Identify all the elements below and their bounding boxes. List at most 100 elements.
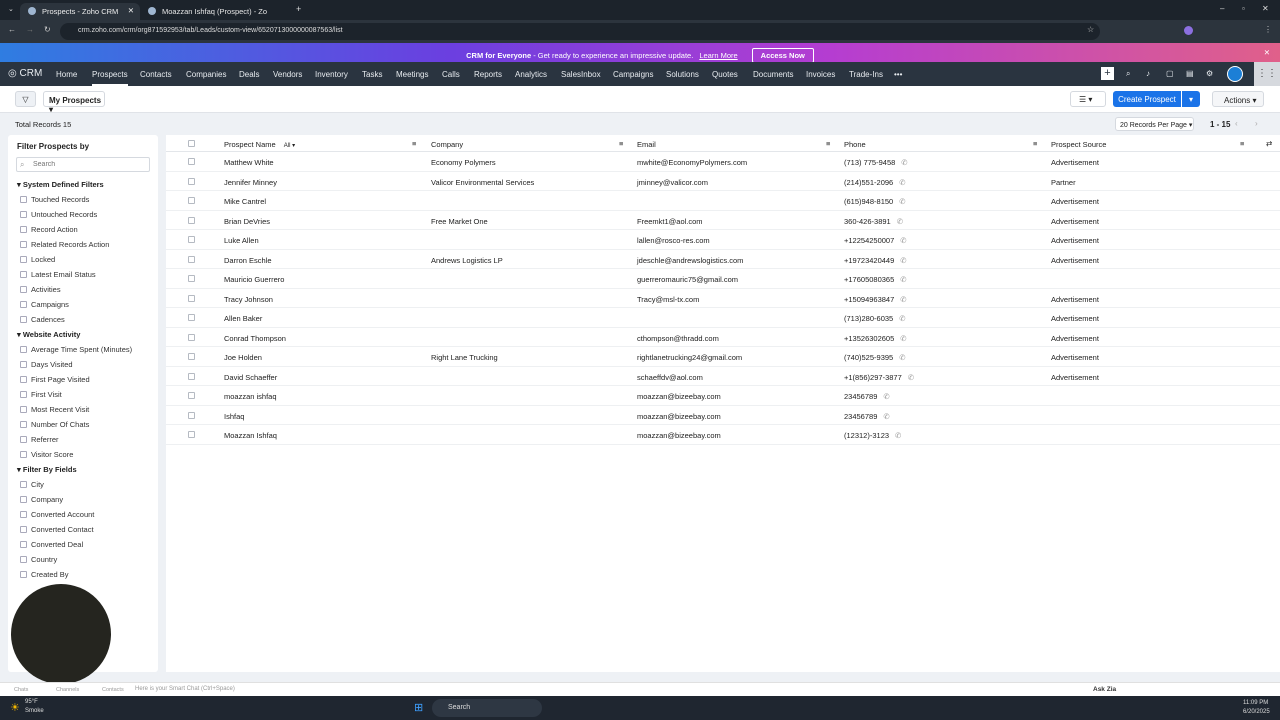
column-header-company[interactable]: Company <box>431 140 464 149</box>
filter-checkbox[interactable] <box>20 226 27 233</box>
nav-item-trade-ins[interactable]: Trade-Ins <box>849 70 883 79</box>
maximize-icon[interactable]: ▫ <box>1242 4 1245 13</box>
bookmark-star-icon[interactable]: ☆ <box>1087 25 1095 34</box>
cell-prospect-name[interactable]: Mauricio Guerrero <box>224 275 285 284</box>
calendar-icon[interactable]: ▢ <box>1166 69 1174 78</box>
cell-prospect-name[interactable]: Moazzan Ishfaq <box>224 431 277 440</box>
url-input[interactable]: crm.zoho.com/crm/org871592953/tab/Leads/… <box>60 23 1100 40</box>
nav-item-contacts[interactable]: Contacts <box>140 70 172 79</box>
windows-start-icon[interactable]: ⊞ <box>414 702 424 714</box>
forward-icon[interactable]: → <box>26 25 34 34</box>
filter-checkbox[interactable] <box>20 301 27 308</box>
filter-checkbox[interactable] <box>20 256 27 263</box>
notification-bell-icon[interactable]: ♪ <box>1146 69 1150 78</box>
prev-page-icon[interactable]: ‹ <box>1235 119 1238 128</box>
close-banner-icon[interactable]: ✕ <box>1263 48 1270 57</box>
filter-checkbox[interactable] <box>20 361 27 368</box>
filter-option[interactable]: Average Time Spent (Minutes) <box>20 345 132 354</box>
new-tab-icon[interactable]: + <box>296 4 302 14</box>
column-settings-icon[interactable]: ⇄ <box>1266 139 1273 148</box>
phone-call-icon[interactable]: ✆ <box>895 431 902 440</box>
filter-option[interactable]: Converted Account <box>20 510 94 519</box>
table-row[interactable]: Tracy Johnson Tracy@msl-tx.com +1509496384… <box>166 289 1280 308</box>
nav-item-companies[interactable]: Companies <box>186 70 227 79</box>
cell-email[interactable]: Freemkt1@aol.com <box>637 216 703 226</box>
table-row[interactable]: Joe Holden Right Lane Trucking rightlanetr… <box>166 347 1280 367</box>
create-prospect-button[interactable]: Create Prospect <box>1113 91 1181 107</box>
filter-checkbox[interactable] <box>20 211 27 218</box>
filter-option[interactable]: Record Action <box>20 225 78 234</box>
list-view-toggle-icon[interactable]: ☰ ▾ <box>1070 91 1106 107</box>
row-checkbox[interactable] <box>188 236 195 243</box>
close-tab-icon[interactable]: ✕ <box>127 6 134 15</box>
column-header-name[interactable]: Prospect Name All ▾ <box>224 140 296 149</box>
column-menu-icon[interactable]: ≡ <box>826 139 831 148</box>
filter-checkbox[interactable] <box>20 391 27 398</box>
table-row[interactable]: Mauricio Guerrero guerreromauric75@gmail.… <box>166 269 1280 289</box>
filter-checkbox[interactable] <box>20 571 27 578</box>
quick-create-icon[interactable]: + <box>1101 67 1114 80</box>
cell-prospect-name[interactable]: Ishfaq <box>224 411 245 421</box>
browser-tab-prospects[interactable]: Prospects - Zoho CRM ✕ <box>20 3 140 20</box>
cell-prospect-name[interactable]: Brian DeVries <box>224 216 270 226</box>
cell-company[interactable]: Right Lane Trucking <box>431 353 498 362</box>
chats-button[interactable]: Chats <box>14 687 29 693</box>
filter-checkbox[interactable] <box>20 286 27 293</box>
row-checkbox[interactable] <box>188 314 195 321</box>
table-row[interactable]: David Schaeffer schaeffdv@aol.com +1(856)2… <box>166 367 1280 386</box>
phone-call-icon[interactable]: ✆ <box>883 392 890 401</box>
filter-option[interactable]: First Visit <box>20 390 62 399</box>
back-icon[interactable]: ← <box>8 25 16 34</box>
filter-option[interactable]: Converted Contact <box>20 525 94 534</box>
row-checkbox[interactable] <box>188 392 195 399</box>
phone-call-icon[interactable]: ✆ <box>899 314 906 323</box>
filter-option[interactable]: Latest Email Status <box>20 270 96 279</box>
cell-email[interactable]: rightlanetrucking24@gmail.com <box>637 353 743 362</box>
row-checkbox[interactable] <box>188 275 195 282</box>
ask-zia-button[interactable]: Ask Zia <box>1093 686 1117 693</box>
tab-list-icon[interactable]: ⌄ <box>8 6 14 13</box>
taskbar-search[interactable]: Search <box>432 699 542 717</box>
filter-option[interactable]: Number Of Chats <box>20 420 89 429</box>
filter-option[interactable]: Country <box>20 555 57 564</box>
weather-temp[interactable]: 95°F <box>25 699 38 705</box>
column-menu-icon[interactable]: ≡ <box>1240 139 1245 148</box>
name-filter-select[interactable]: All ▾ <box>283 143 296 149</box>
cell-company[interactable]: Free Market One <box>431 216 488 226</box>
filter-option[interactable]: First Page Visited <box>20 375 90 384</box>
table-row[interactable]: Conrad Thompson cthompson@thradd.com +1352… <box>166 328 1280 347</box>
nav-item-deals[interactable]: Deals <box>239 70 260 79</box>
phone-call-icon[interactable]: ✆ <box>899 197 906 206</box>
column-header-source[interactable]: Prospect Source <box>1051 140 1107 149</box>
records-per-page-select[interactable]: 20 Records Per Page ▾ <box>1115 117 1194 131</box>
menu-icon[interactable]: ⋮ <box>1264 25 1272 34</box>
cell-email[interactable]: mwhite@EconomyPolymers.com <box>637 158 748 167</box>
window-close-icon[interactable]: ✕ <box>1262 4 1269 13</box>
browser-tab-moazzan[interactable]: Moazzan Ishfaq (Prospect) - Zo <box>140 3 290 20</box>
next-page-icon[interactable]: › <box>1255 119 1258 128</box>
nav-item-documents[interactable]: Documents <box>753 70 794 79</box>
filter-checkbox[interactable] <box>20 436 27 443</box>
cell-email[interactable]: cthompson@thradd.com <box>637 333 719 343</box>
channels-button[interactable]: Channels <box>56 687 80 693</box>
actions-button[interactable]: Actions ▾ <box>1212 91 1264 107</box>
nav-item-analytics[interactable]: Analytics <box>515 70 548 79</box>
nav-item-prospects[interactable]: Prospects <box>92 70 128 86</box>
row-checkbox[interactable] <box>188 353 195 360</box>
cell-prospect-name[interactable]: moazzan ishfaq <box>224 392 277 401</box>
filter-option[interactable]: Most Recent Visit <box>20 405 89 414</box>
phone-call-icon[interactable]: ✆ <box>907 372 915 382</box>
filter-checkbox[interactable] <box>20 346 27 353</box>
filter-toggle-icon[interactable]: ▽ <box>15 91 36 107</box>
phone-call-icon[interactable]: ✆ <box>899 177 906 187</box>
cell-email[interactable]: moazzan@bizeebay.com <box>637 392 721 401</box>
table-row[interactable]: Brian DeVries Free Market One Freemkt1@aol… <box>166 211 1280 230</box>
filter-option[interactable]: Converted Deal <box>20 540 83 549</box>
filter-checkbox[interactable] <box>20 451 27 458</box>
filter-option[interactable]: Referrer <box>20 435 59 444</box>
filter-section-header[interactable]: ▾ Website Activity <box>17 330 81 339</box>
filter-checkbox[interactable] <box>20 541 27 548</box>
nav-item-reports[interactable]: Reports <box>474 70 503 79</box>
search-icon[interactable]: ⌕ <box>1126 69 1131 78</box>
phone-call-icon[interactable]: ✆ <box>900 255 907 265</box>
